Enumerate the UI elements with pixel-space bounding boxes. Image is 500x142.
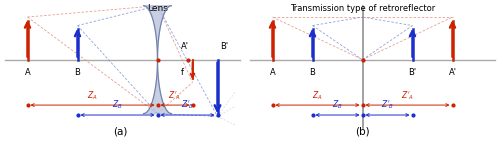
Text: Lens: Lens: [147, 4, 168, 13]
Text: B: B: [310, 68, 316, 77]
Text: $Z_B$: $Z_B$: [112, 99, 123, 111]
Text: A': A': [448, 68, 456, 77]
Text: B': B': [408, 68, 416, 77]
Text: (a): (a): [113, 126, 127, 136]
Text: $Z_B$: $Z_B$: [332, 99, 343, 111]
Text: $Z_A$: $Z_A$: [87, 89, 98, 102]
Text: A: A: [24, 68, 30, 77]
Text: A': A': [181, 42, 189, 51]
Text: $Z_A$: $Z_A$: [312, 89, 323, 102]
Text: f: f: [181, 68, 184, 77]
Text: B: B: [74, 68, 80, 77]
Text: $Z'_A$: $Z'_A$: [401, 89, 414, 102]
Polygon shape: [144, 6, 172, 114]
Text: $Z'_B$: $Z'_B$: [381, 99, 394, 111]
Text: $Z'_B$: $Z'_B$: [181, 99, 194, 111]
Text: B': B': [220, 42, 228, 51]
Text: A: A: [270, 68, 276, 77]
Text: Transmission type of retroreflector: Transmission type of retroreflector: [290, 4, 435, 13]
Text: (b): (b): [355, 126, 370, 136]
Text: $Z'_A$: $Z'_A$: [168, 89, 181, 102]
